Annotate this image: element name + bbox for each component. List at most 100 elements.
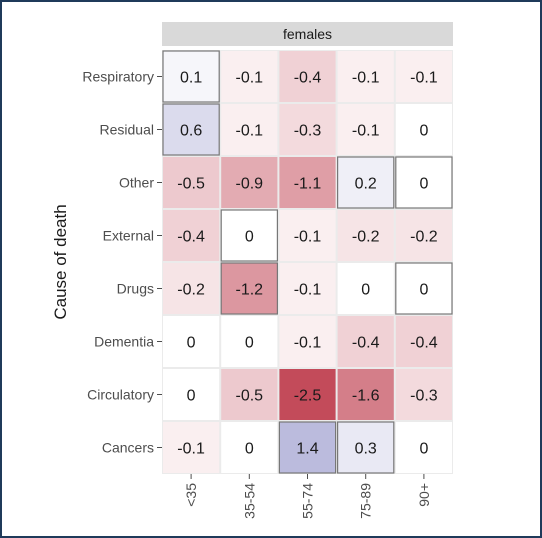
heatmap-cell xyxy=(163,263,220,314)
cell-value-label: -0.1 xyxy=(294,229,322,246)
heatmap-cell xyxy=(163,316,220,367)
facet-strip xyxy=(162,22,453,46)
cell-value-label: -0.1 xyxy=(352,70,380,87)
heatmap-cell xyxy=(279,316,336,367)
heatmap-cell xyxy=(221,316,278,367)
heatmap-cell xyxy=(337,421,395,474)
cell-value-label: 0 xyxy=(245,229,254,246)
heatmap-cell xyxy=(337,210,394,261)
heatmap-cell xyxy=(221,369,278,420)
heatmap-cell xyxy=(278,421,337,474)
heatmap-cell xyxy=(395,316,452,367)
heatmap-cells: 0.1 -0.1 -0.4 -0.1 -0.1 0.6 -0.1 -0.3 -0.1 0 -0.5 -… xyxy=(162,50,453,474)
heatmap-cell xyxy=(337,156,395,209)
cell-value-label: -0.1 xyxy=(236,70,264,87)
heatmap-cell xyxy=(337,104,394,155)
heatmap-cell xyxy=(162,50,220,103)
heatmap-cell xyxy=(395,210,452,261)
cell-value-label: -0.5 xyxy=(177,176,205,193)
cell-value-label: 0 xyxy=(187,388,196,405)
cell-value-label: -1.2 xyxy=(236,282,264,299)
cell-value-label: 0 xyxy=(419,282,428,299)
heatmap-cell xyxy=(395,51,452,102)
cell-value-label: -0.1 xyxy=(177,441,205,458)
cell-value-label: 0 xyxy=(245,335,254,352)
y-tick-label: Residual xyxy=(100,122,154,138)
cell-value-label: 0.3 xyxy=(355,441,377,458)
cell-value-label: -1.6 xyxy=(352,388,380,405)
y-tick-label: Cancers xyxy=(102,440,154,456)
heatmap-cell xyxy=(221,422,278,473)
heatmap-cell xyxy=(279,263,336,314)
heatmap-cell xyxy=(162,103,220,156)
heatmap-cell xyxy=(337,51,394,102)
cell-value-label: -0.4 xyxy=(294,70,322,87)
cell-value-label: -0.1 xyxy=(236,123,264,140)
cell-value-label: 0 xyxy=(419,176,428,193)
heatmap-cell xyxy=(279,157,336,208)
heatmap-cell xyxy=(279,369,336,420)
heatmap-cell xyxy=(220,262,278,315)
x-tick-label: <35 xyxy=(183,483,199,507)
cell-value-label: 0 xyxy=(245,441,254,458)
cell-value-label: -0.1 xyxy=(294,282,322,299)
cell-value-label: -0.1 xyxy=(294,335,322,352)
cell-value-label: 0 xyxy=(419,123,428,140)
x-tick-label: 55-74 xyxy=(300,483,316,519)
cell-value-label: -0.4 xyxy=(177,229,205,246)
y-tick-label: Respiratory xyxy=(82,69,154,85)
cell-value-label: 0 xyxy=(361,282,370,299)
cell-value-label: -0.5 xyxy=(236,388,264,405)
heatmap-cell xyxy=(163,210,220,261)
heatmap-cell xyxy=(337,263,394,314)
cell-value-label: -0.2 xyxy=(352,229,380,246)
y-tick-label: Other xyxy=(119,175,154,191)
heatmap-cell xyxy=(395,369,452,420)
y-axis-tick-labels: Respiratory Residual Other External Drugs Dem… xyxy=(82,69,162,456)
heatmap-cell xyxy=(279,104,336,155)
cell-value-label: 0.6 xyxy=(180,123,202,140)
cell-value-label: -0.1 xyxy=(352,123,380,140)
cell-value-label: -1.1 xyxy=(294,176,322,193)
y-tick-label: Drugs xyxy=(117,281,154,297)
heatmap-cell xyxy=(279,210,336,261)
x-tick-label: 90+ xyxy=(416,483,432,507)
cell-value-label: 0 xyxy=(419,441,428,458)
cell-value-label: -0.2 xyxy=(410,229,438,246)
heatmap-cell xyxy=(337,369,394,420)
heatmap-cell xyxy=(163,369,220,420)
y-tick-label: Dementia xyxy=(94,334,154,350)
cell-value-label: 0 xyxy=(187,335,196,352)
heatmap-cell xyxy=(395,262,453,315)
heatmap-cell xyxy=(221,104,278,155)
cell-value-label: -0.2 xyxy=(177,282,205,299)
cell-value-label: 0.1 xyxy=(180,70,202,87)
heatmap-cell xyxy=(221,157,278,208)
cell-value-label: -0.4 xyxy=(352,335,380,352)
cell-value-label: -0.3 xyxy=(294,123,322,140)
x-axis-tick-labels: <35 35-54 55-74 75-89 90+ xyxy=(183,474,432,519)
cell-value-label: -0.4 xyxy=(410,335,438,352)
facet-label: females xyxy=(283,26,332,42)
heatmap-cell xyxy=(395,422,452,473)
x-tick-label: 35-54 xyxy=(241,483,257,519)
heatmap-cell xyxy=(220,209,278,262)
heatmap-cell xyxy=(279,51,336,102)
x-tick-label: 75-89 xyxy=(358,483,374,519)
heatmap-cell xyxy=(395,104,452,155)
y-tick-label: External xyxy=(103,228,154,244)
cell-value-label: -0.1 xyxy=(410,70,438,87)
cell-value-label: -0.3 xyxy=(410,388,438,405)
heatmap-cell xyxy=(395,156,453,209)
heatmap-cell xyxy=(337,316,394,367)
cell-value-label: 0.2 xyxy=(355,176,377,193)
heatmap-cell xyxy=(221,51,278,102)
heatmap-cell xyxy=(163,422,220,473)
y-axis-title: Cause of death xyxy=(51,204,70,319)
cell-value-label: 1.4 xyxy=(296,441,318,458)
cell-value-label: -2.5 xyxy=(294,388,322,405)
cell-value-label: -0.9 xyxy=(236,176,264,193)
heatmap-cell xyxy=(163,157,220,208)
y-tick-label: Circulatory xyxy=(87,387,154,403)
